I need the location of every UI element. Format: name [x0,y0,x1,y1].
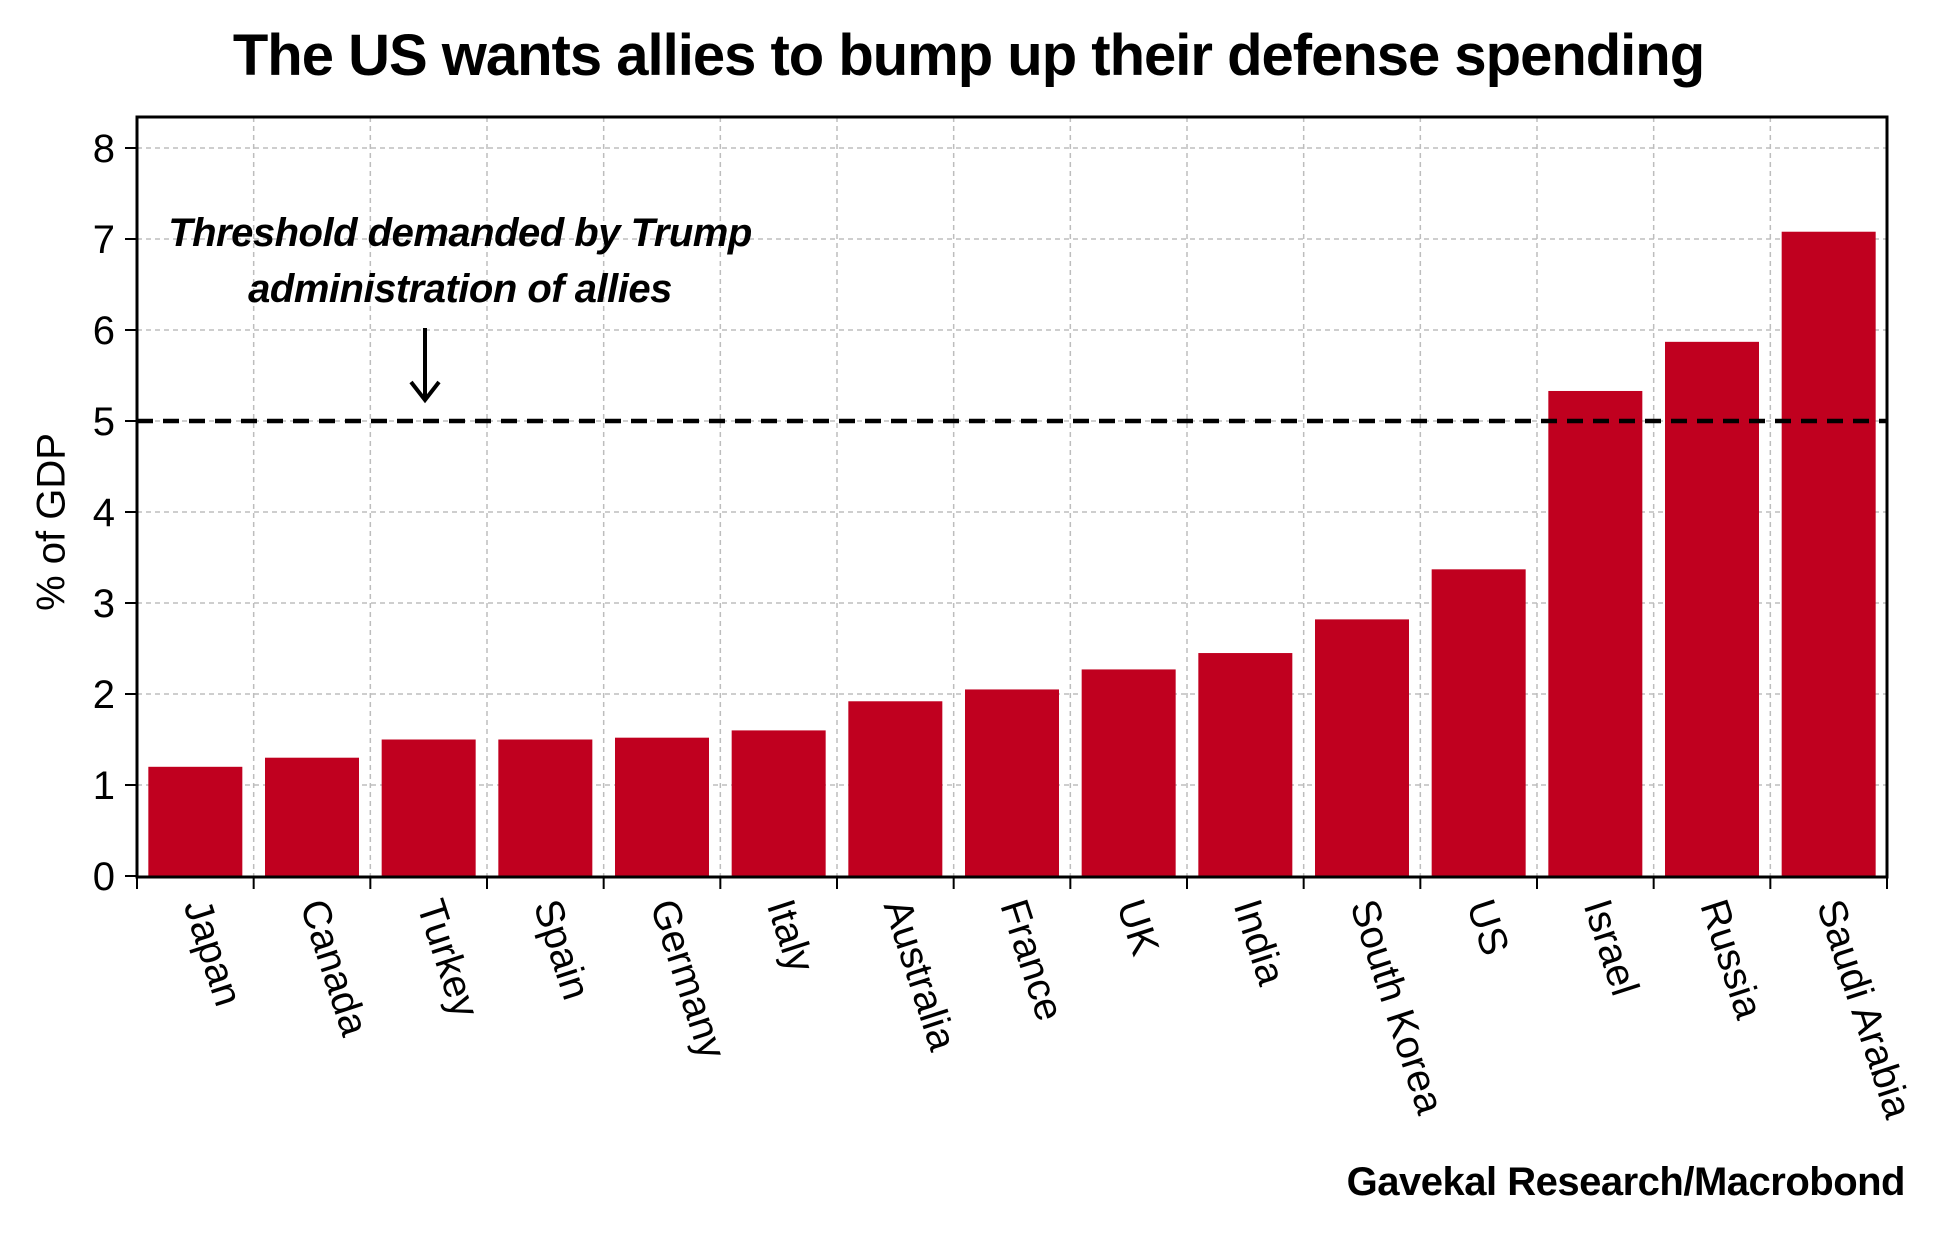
bar-germany [615,737,709,876]
bar-australia [848,701,943,876]
bar-saudi-arabia [1781,231,1876,877]
y-tick-label: 1 [93,764,115,808]
bar-israel [1548,390,1643,876]
y-tick-label: 8 [93,127,115,171]
x-tick-label: Italy [758,894,823,977]
bar-south-korea [1315,619,1409,876]
bar-russia [1665,341,1759,877]
chart-title: The US wants allies to bump up their def… [232,23,1705,88]
x-tick-label: US [1458,894,1517,960]
bar-us [1431,569,1526,876]
threshold-annotation-line2: administration of allies [248,267,672,311]
x-tick-label: Saudi Arabia [1808,894,1920,1124]
x-tick-label: India [1225,894,1294,991]
y-tick-label: 0 [93,855,115,899]
x-tick-label: Israel [1575,894,1647,1001]
bar-spain [498,739,593,876]
bar-japan [148,766,243,876]
bar-canada [265,757,359,876]
bar-italy [731,730,826,876]
bar-uk [1081,669,1176,876]
y-axis-label: % of GDP [29,433,74,611]
x-tick-label: Russia [1691,894,1771,1025]
bar-france [965,689,1059,876]
bar-turkey [381,739,476,876]
x-tick-label: UK [1108,894,1167,961]
x-tick-label: Germany [641,894,734,1064]
plot-frame [135,115,1889,879]
y-tick-label: 2 [93,673,115,717]
bar-india [1198,653,1293,876]
x-tick-label: Turkey [408,894,487,1022]
y-tick-label: 5 [93,400,115,444]
y-tick-label: 7 [93,218,115,262]
threshold-arrow-head [409,380,441,404]
source-note: Gavekal Research/Macrobond [1346,1160,1906,1204]
x-tick-label: France [991,894,1071,1026]
threshold-annotation-line1: Threshold demanded by Trump [168,211,752,255]
y-tick-label: 4 [93,491,115,535]
y-tick-label: 3 [93,582,115,626]
threshold-annotation: Threshold demanded by Trump administrati… [140,205,780,317]
x-tick-label: South Korea [1341,894,1452,1120]
x-tick-label: Canada [291,894,376,1042]
y-tick-label: 6 [93,309,115,353]
x-tick-label: Spain [525,894,598,1005]
x-tick-label: Japan [175,894,251,1011]
x-tick-label: Australia [875,894,965,1056]
